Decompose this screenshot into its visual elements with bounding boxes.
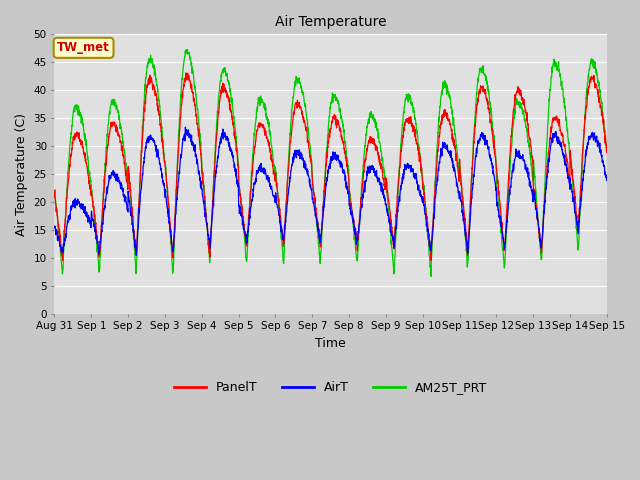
- Legend: PanelT, AirT, AM25T_PRT: PanelT, AirT, AM25T_PRT: [170, 376, 492, 399]
- Text: TW_met: TW_met: [57, 41, 110, 54]
- X-axis label: Time: Time: [316, 337, 346, 350]
- Title: Air Temperature: Air Temperature: [275, 15, 387, 29]
- Y-axis label: Air Temperature (C): Air Temperature (C): [15, 113, 28, 236]
